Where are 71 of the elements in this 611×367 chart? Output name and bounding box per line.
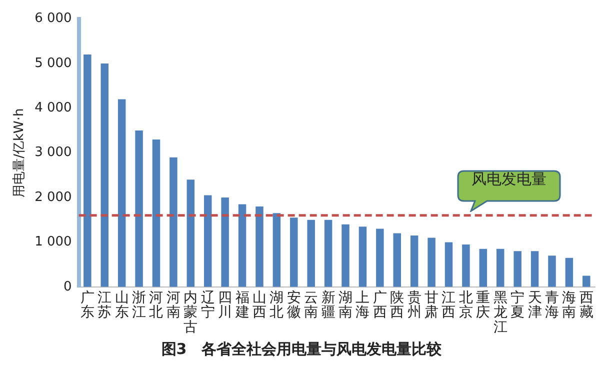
bar [582, 276, 590, 287]
bar [410, 236, 418, 287]
bar [462, 244, 470, 287]
bar [376, 228, 384, 287]
x-tick-label: 河北 [149, 290, 164, 321]
bar [204, 195, 212, 287]
bar [272, 213, 281, 287]
y-tick-label: 4 000 [34, 100, 72, 116]
x-tick-label: 广东 [80, 290, 94, 321]
bar [444, 242, 453, 287]
bar [256, 206, 264, 287]
bar [118, 99, 126, 287]
x-tick-label: 海南 [562, 290, 576, 321]
speech-bubble: 风电发电量 [457, 170, 562, 212]
bar [358, 226, 367, 287]
x-tick-label: 黑龙江 [493, 290, 508, 336]
bar [428, 238, 436, 287]
bar [565, 258, 574, 287]
bar [100, 63, 108, 287]
bar [238, 204, 246, 287]
x-tick-label: 西藏 [579, 290, 594, 321]
x-tick-label: 湖南 [338, 290, 353, 321]
y-tick-label: 3 000 [34, 145, 72, 160]
x-tick-label: 福建 [234, 290, 250, 321]
x-tick-label: 河南 [166, 290, 180, 321]
bar [342, 224, 350, 287]
bar [170, 157, 178, 287]
bar [135, 130, 143, 287]
bar [307, 220, 315, 287]
y-tick-label: 5 000 [34, 56, 72, 71]
x-tick-label: 安徽 [286, 290, 301, 321]
x-tick-label: 宁夏 [510, 290, 525, 321]
x-tick-label: 浙江 [132, 290, 146, 321]
bar [152, 139, 160, 287]
x-tick-label: 陕西 [390, 290, 404, 321]
y-axis-title: 用电量/亿kW·h [12, 108, 28, 198]
x-tick-label: 云南 [304, 290, 318, 321]
x-tick-label: 江苏 [98, 290, 112, 321]
x-tick-label: 江西 [442, 290, 456, 321]
bar [186, 180, 195, 287]
ref-line-label: 风电发电量 [470, 170, 548, 190]
bar [324, 220, 332, 287]
bar [479, 248, 488, 287]
x-tick-label: 重庆 [476, 290, 490, 321]
bar [496, 248, 504, 287]
x-tick-label: 上海 [356, 290, 370, 321]
x-tick-label: 湖北 [270, 290, 284, 321]
x-tick-label: 辽宁 [200, 290, 215, 321]
bar [393, 233, 401, 287]
bar [548, 256, 556, 287]
x-tick-label: 山东 [114, 290, 129, 321]
x-tick-label: 北京 [458, 290, 473, 321]
text: 图3 各省全社会用电量与风电发电量比较 [161, 340, 443, 358]
x-tick-label: 四川 [218, 290, 232, 321]
x-tick-label: 内蒙古 [184, 290, 198, 336]
x-tick-label: 贵州 [407, 290, 422, 321]
x-tick-label: 天津 [528, 290, 542, 321]
x-tick-label: 广西 [372, 290, 387, 321]
x-tick-label: 甘肃 [424, 290, 439, 321]
bar [221, 198, 229, 287]
bar [514, 251, 522, 287]
x-tick-label: 青海 [544, 290, 559, 321]
bar [290, 218, 298, 287]
bar [530, 251, 539, 287]
x-tick-label: 新疆 [321, 290, 336, 321]
y-tick-label: 1 000 [34, 234, 72, 250]
y-tick-label: 2 000 [34, 190, 72, 205]
x-tick-label: 山西 [252, 290, 266, 321]
y-tick-label: 0 [64, 279, 72, 294]
bar [84, 54, 92, 287]
y-tick-label: 6 000 [34, 11, 72, 26]
